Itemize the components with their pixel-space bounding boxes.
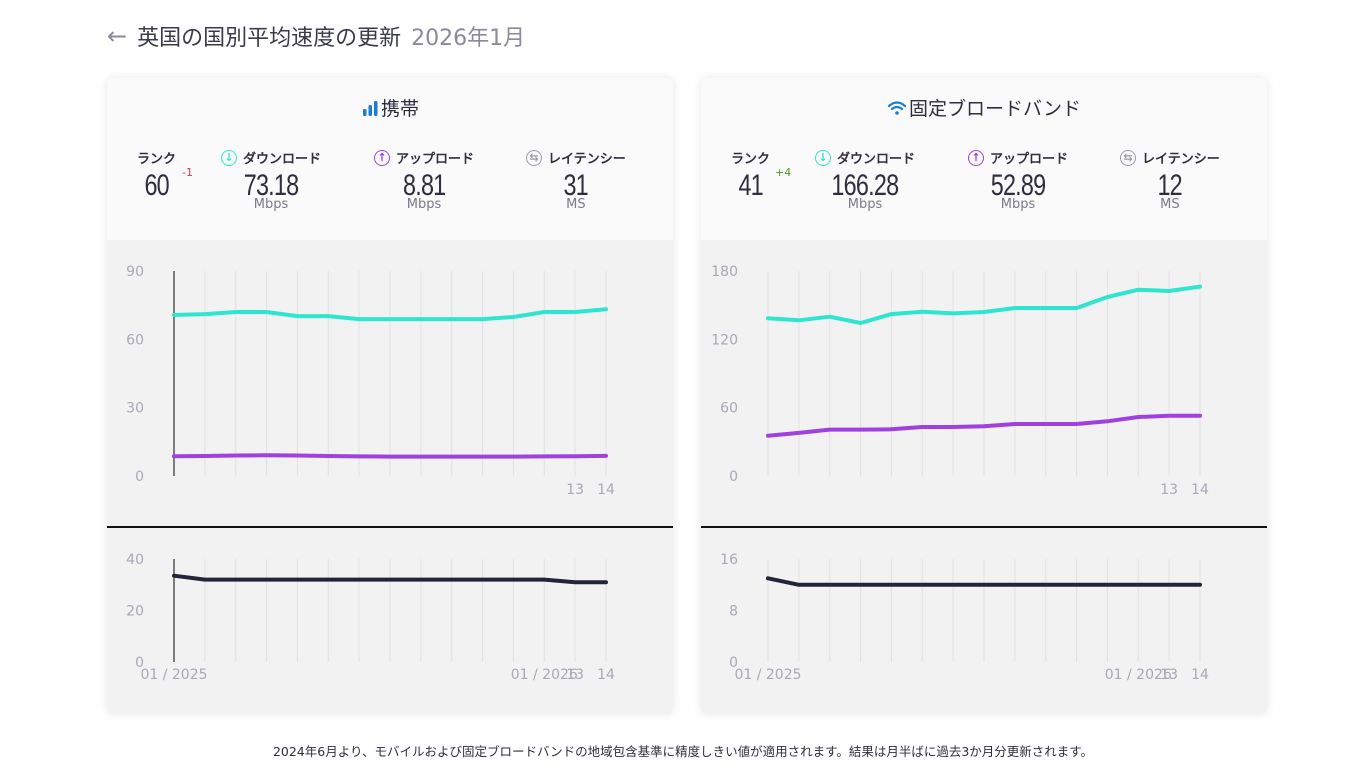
x-tick-label: 01 / 2025 xyxy=(734,667,801,683)
fixed-latency: ⇆ レイテンシー 12 MS xyxy=(1120,148,1220,212)
rank-change: -1 xyxy=(182,166,193,179)
latency-label: レイテンシー xyxy=(1142,152,1220,167)
x-tick-label: 01 / 2025 xyxy=(140,667,207,683)
upload-value: 8.81 xyxy=(402,169,446,202)
x-tick-label: 01 / 2026 xyxy=(1105,667,1172,683)
latency-icon: ⇆ xyxy=(1120,149,1136,166)
page-date: 2026年1月 xyxy=(411,26,526,51)
y-tick-label: 90 xyxy=(126,264,144,280)
y-tick-label: 0 xyxy=(729,469,738,485)
x-tick-label: 14 xyxy=(1191,667,1209,683)
fixed-card: 固定ブロードバンド ランク 41 +4 ↓ ダウンロード 166.28 Mbps… xyxy=(701,78,1267,714)
upload-value: 52.89 xyxy=(990,169,1046,202)
x-tick-label: 13 xyxy=(566,667,584,683)
rank-label: ランク xyxy=(731,152,771,167)
mobile-latency: ⇆ レイテンシー 31 MS xyxy=(526,148,626,212)
latency-unit: MS xyxy=(1160,197,1180,212)
mobile-card-title: 携帯 xyxy=(107,94,673,121)
download-value: 73.18 xyxy=(243,169,299,202)
fixed-summary: 固定ブロードバンド ランク 41 +4 ↓ ダウンロード 166.28 Mbps… xyxy=(701,78,1267,240)
x-tick-label: 14 xyxy=(1191,482,1209,498)
latency-icon: ⇆ xyxy=(526,149,542,166)
y-tick-label: 60 xyxy=(720,401,738,417)
mobile-title-label: 携帯 xyxy=(380,98,419,120)
download-value: 166.28 xyxy=(831,169,900,202)
upload-label: アップロード xyxy=(396,152,475,167)
y-tick-label: 0 xyxy=(729,655,738,671)
fixed-title-label: 固定ブロードバンド xyxy=(909,98,1081,120)
fixed-upload: ↑ アップロード 52.89 Mbps xyxy=(968,148,1068,212)
footnote: 2024年6月より、モバイルおよび固定ブロードバンドの地域包含基準に精度しきい値… xyxy=(272,744,1094,759)
latency-label: レイテンシー xyxy=(548,152,626,167)
y-tick-label: 0 xyxy=(135,655,144,671)
x-tick-label: 14 xyxy=(597,667,615,683)
fixed-download: ↓ ダウンロード 166.28 Mbps xyxy=(815,148,915,212)
y-tick-label: 0 xyxy=(135,469,144,485)
mobile-rank: ランク 60 -1 xyxy=(137,148,193,203)
y-tick-label: 20 xyxy=(126,604,144,620)
wifi-icon xyxy=(887,100,907,116)
page-header: ← 英国の国別平均速度の更新 2026年1月 xyxy=(107,20,525,52)
latency-unit: MS xyxy=(566,197,586,212)
rank-change: +4 xyxy=(775,166,792,179)
fixed-card-title: 固定ブロードバンド xyxy=(701,94,1267,121)
y-tick-label: 30 xyxy=(126,401,144,417)
y-tick-label: 60 xyxy=(126,332,144,348)
fixed-speed-chart: 0 60 120 180 13 14 xyxy=(711,264,1209,498)
mobile-card: 携帯 ランク 60 -1 ↓ ダウンロード 73.18 Mbps ↑ アップロー… xyxy=(107,78,673,714)
y-tick-label: 120 xyxy=(711,332,738,348)
rank-value: 41 xyxy=(738,169,763,202)
download-label: ダウンロード xyxy=(243,152,322,167)
x-tick-label: 13 xyxy=(566,482,584,498)
download-unit: Mbps xyxy=(253,197,289,212)
mobile-upload: ↑ アップロード 8.81 Mbps xyxy=(374,148,474,212)
x-tick-label: 01 / 2026 xyxy=(511,667,578,683)
download-unit: Mbps xyxy=(847,197,883,212)
y-tick-label: 40 xyxy=(126,552,144,568)
arrow-left-icon[interactable]: ← xyxy=(107,22,128,50)
download-icon: ↓ xyxy=(221,149,237,166)
download-label: ダウンロード xyxy=(837,152,916,167)
x-tick-label: 14 xyxy=(597,482,615,498)
x-tick-label: 13 xyxy=(1160,482,1178,498)
mobile-speed-chart: 0 30 60 90 13 14 xyxy=(126,264,615,498)
mobile-download: ↓ ダウンロード 73.18 Mbps xyxy=(221,148,321,212)
upload-label: アップロード xyxy=(990,152,1069,167)
x-tick-label: 13 xyxy=(1160,667,1178,683)
signal-bars-icon xyxy=(361,99,379,117)
y-tick-label: 180 xyxy=(711,264,738,280)
mobile-summary: 携帯 ランク 60 -1 ↓ ダウンロード 73.18 Mbps ↑ アップロー… xyxy=(107,78,673,240)
upload-unit: Mbps xyxy=(406,197,442,212)
fixed-rank: ランク 41 +4 xyxy=(731,148,791,203)
rank-value: 60 xyxy=(144,169,169,202)
chart-divider xyxy=(107,526,673,528)
latency-value: 31 xyxy=(563,169,589,202)
upload-icon: ↑ xyxy=(374,149,390,166)
chart-divider xyxy=(701,526,1267,528)
upload-icon: ↑ xyxy=(968,149,984,166)
download-icon: ↓ xyxy=(815,149,831,166)
rank-label: ランク xyxy=(137,152,177,167)
page-title: 英国の国別平均速度の更新 xyxy=(137,26,402,51)
series-line xyxy=(172,453,608,459)
y-tick-label: 16 xyxy=(720,552,738,568)
latency-value: 12 xyxy=(1157,169,1183,202)
upload-unit: Mbps xyxy=(1000,197,1036,212)
y-tick-label: 8 xyxy=(729,604,738,620)
